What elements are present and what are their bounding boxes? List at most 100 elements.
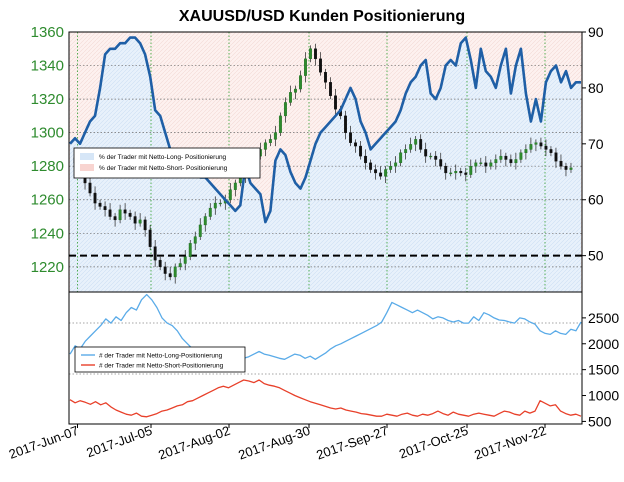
candle-body (489, 162, 493, 167)
candle-body (499, 155, 503, 160)
candle-body (469, 165, 473, 175)
candle-body (494, 159, 498, 164)
x-tick-label: 2017-Aug-30 (236, 423, 312, 463)
candle-body (549, 149, 553, 153)
candle-body (98, 202, 102, 207)
candle-body (349, 132, 352, 143)
percent-axis: 50 60 70 80 90 (582, 24, 604, 264)
candle-body (404, 149, 408, 153)
price-tick-label: 1340 (31, 58, 64, 75)
candle-body (299, 75, 302, 90)
candle-body (544, 145, 548, 150)
candle-body (524, 149, 528, 153)
candle-body (559, 160, 563, 167)
candle-body (504, 155, 508, 160)
price-tick-label: 1300 (31, 125, 64, 142)
candle-body (444, 165, 448, 174)
candle-body (314, 48, 317, 60)
candle-body (569, 167, 573, 170)
x-tick-label: 2017-Oct-25 (397, 423, 470, 462)
long-area (70, 37, 581, 292)
candle-body (304, 58, 307, 76)
candle-body (293, 88, 297, 93)
candle-body (88, 182, 92, 194)
candle-body (564, 165, 568, 170)
candle-body (344, 115, 347, 133)
percent-tick-label: 70 (588, 136, 604, 152)
candle-body (128, 212, 132, 217)
price-axis: 1220 1240 1260 1280 1300 1320 1340 1360 (31, 24, 64, 276)
candle-body (459, 171, 463, 174)
legend-long-label: % der Trader mit Netto-Long- Positionier… (99, 154, 227, 161)
candle-body (399, 152, 403, 164)
candle-body (113, 216, 117, 221)
candle-body (374, 169, 378, 174)
percent-tick-label: 90 (588, 24, 604, 40)
candle-body (434, 155, 438, 160)
candle-body (334, 95, 337, 110)
candle-body (203, 216, 207, 226)
count-axis: 500 1000 1500 2000 2500 (582, 310, 619, 429)
candle-body (414, 139, 418, 145)
candle-body (409, 144, 413, 150)
price-tick-label: 1260 (31, 192, 64, 209)
candle-body (188, 243, 192, 257)
candle-body (288, 92, 292, 103)
candle-body (178, 263, 182, 268)
candle-body (213, 202, 217, 209)
candle-body (183, 256, 187, 264)
candle-body (529, 144, 533, 150)
x-tick-label: 2017-Jun-07 (7, 423, 81, 462)
legend-long-swatch (80, 153, 94, 160)
candle-body (309, 48, 312, 60)
x-axis: 2017-Jun-07 2017-Jul-05 2017-Aug-02 2017-Au… (7, 423, 548, 463)
legend-count-short-label: # der Trader mit Netto-Short-Positionier… (99, 363, 224, 370)
candle-body (424, 149, 428, 157)
candle-body (103, 206, 107, 211)
candle-body (479, 162, 483, 164)
candle-body (484, 162, 488, 167)
candle-body (123, 209, 127, 214)
candle-body (319, 58, 322, 73)
candle-body (519, 152, 523, 160)
percent-tick-label: 50 (588, 248, 604, 264)
bottom-legend: # der Trader mit Netto-Long-Positionieru… (74, 346, 246, 373)
percent-tick-label: 60 (588, 192, 604, 208)
count-tick-label: 2500 (588, 310, 619, 326)
candle-body (158, 259, 162, 268)
candle-body (233, 182, 237, 190)
candle-body (133, 216, 137, 224)
candle-body (228, 189, 232, 200)
candle-body (509, 159, 513, 164)
top-legend: % der Trader mit Netto-Long- Positionier… (73, 147, 261, 179)
candle-body (153, 246, 157, 261)
candle-body (454, 171, 458, 174)
candle-body (283, 102, 287, 117)
candle-body (173, 266, 177, 278)
x-tick-label: 2017-Nov-22 (472, 423, 548, 463)
candle-body (364, 155, 368, 164)
candle-body (534, 142, 538, 145)
candle-body (449, 172, 453, 174)
count-tick-label: 1000 (588, 388, 619, 404)
legend-count-long-label: # der Trader mit Netto-Long-Positionieru… (99, 353, 223, 360)
candle-body (369, 162, 373, 170)
price-tick-label: 1220 (31, 259, 64, 276)
candle-body (554, 152, 558, 162)
count-tick-label: 2000 (588, 336, 619, 352)
legend-short-label: % der Trader mit Netto-Short- Positionie… (99, 165, 228, 172)
candle-body (354, 142, 358, 147)
percent-tick-label: 80 (588, 80, 604, 96)
candle-body (329, 82, 332, 96)
candle-body (539, 142, 543, 147)
candle-body (198, 224, 202, 237)
candle-body (118, 209, 122, 221)
price-tick-label: 1360 (31, 24, 64, 41)
candle-body (143, 219, 147, 231)
top-plot-area (69, 32, 582, 292)
candle-body (163, 266, 167, 274)
x-tick-label: 2017-Aug-02 (156, 423, 232, 463)
candle-body (419, 139, 423, 150)
price-tick-label: 1320 (31, 91, 64, 108)
